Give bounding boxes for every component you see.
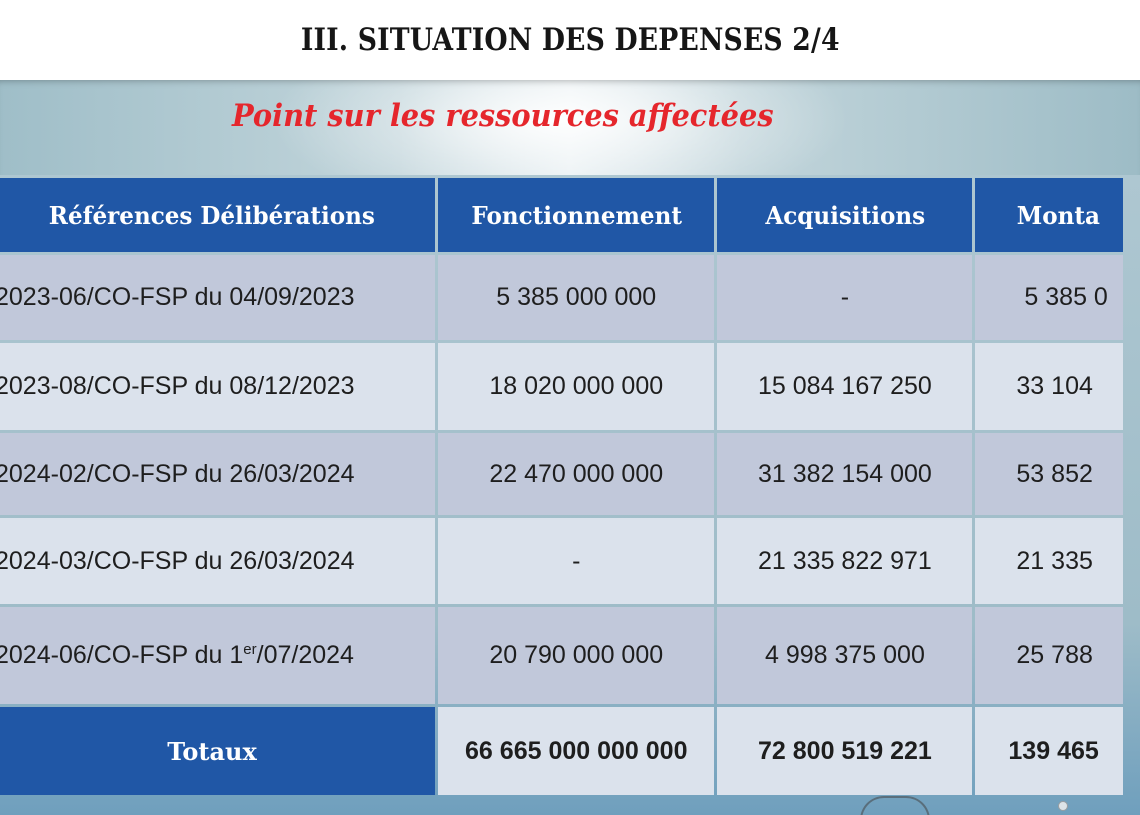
decorative-dot bbox=[1058, 801, 1068, 811]
header-fonctionnement: Fonctionnement bbox=[438, 178, 715, 252]
cell-reference: 2024-03/CO-FSP du 26/03/2024 bbox=[0, 518, 436, 604]
totals-row: Totaux 66 665 000 000 000 72 800 519 221… bbox=[0, 707, 1123, 795]
subtitle-banner: Point sur les ressources affectées bbox=[0, 80, 1140, 180]
expenses-table: Références Délibérations Fonctionnement … bbox=[0, 175, 1126, 798]
cell-reference: 2023-06/CO-FSP du 04/09/2023 bbox=[0, 255, 436, 340]
cell-reference: 2024-06/CO-FSP du 1er/07/2024 bbox=[0, 607, 436, 704]
cell-fonctionnement: 5 385 000 000 bbox=[438, 255, 715, 340]
cell-montant: 5 385 0 bbox=[975, 255, 1123, 340]
page-title: III. SITUATION DES DEPENSES 2/4 bbox=[300, 22, 840, 58]
cell-montant: 25 788 bbox=[975, 607, 1123, 704]
cell-acquisitions: 31 382 154 000 bbox=[717, 433, 973, 515]
totals-label: Totaux bbox=[0, 707, 436, 795]
cell-fonctionnement: 22 470 000 000 bbox=[438, 433, 715, 515]
cell-montant: 53 852 bbox=[975, 433, 1123, 515]
table-row: 2024-03/CO-FSP du 26/03/2024 - 21 335 82… bbox=[0, 518, 1123, 604]
title-bar: III. SITUATION DES DEPENSES 2/4 bbox=[0, 0, 1140, 80]
section-subtitle: Point sur les ressources affectées bbox=[232, 98, 774, 134]
header-acquisitions: Acquisitions bbox=[717, 178, 973, 252]
cell-fonctionnement: 18 020 000 000 bbox=[438, 343, 715, 430]
cell-fonctionnement: 20 790 000 000 bbox=[438, 607, 715, 704]
table-row: 2024-02/CO-FSP du 26/03/2024 22 470 000 … bbox=[0, 433, 1123, 515]
cell-acquisitions: - bbox=[717, 255, 973, 340]
cell-montant: 21 335 bbox=[975, 518, 1123, 604]
cell-reference: 2024-02/CO-FSP du 26/03/2024 bbox=[0, 433, 436, 515]
cell-reference: 2023-08/CO-FSP du 08/12/2023 bbox=[0, 343, 436, 430]
cell-fonctionnement: - bbox=[438, 518, 715, 604]
cell-acquisitions: 4 998 375 000 bbox=[717, 607, 973, 704]
total-acquisitions: 72 800 519 221 bbox=[717, 707, 973, 795]
header-montant: Monta bbox=[975, 178, 1123, 252]
cell-acquisitions: 21 335 822 971 bbox=[717, 518, 973, 604]
total-montant: 139 465 bbox=[975, 707, 1123, 795]
cell-acquisitions: 15 084 167 250 bbox=[717, 343, 973, 430]
table-area: Références Délibérations Fonctionnement … bbox=[0, 175, 1140, 815]
header-references: Références Délibérations bbox=[0, 178, 436, 252]
table-row: 2023-08/CO-FSP du 08/12/2023 18 020 000 … bbox=[0, 343, 1123, 430]
table-row: 2023-06/CO-FSP du 04/09/2023 5 385 000 0… bbox=[0, 255, 1123, 340]
table-row: 2024-06/CO-FSP du 1er/07/2024 20 790 000… bbox=[0, 607, 1123, 704]
cell-montant: 33 104 bbox=[975, 343, 1123, 430]
table-header-row: Références Délibérations Fonctionnement … bbox=[0, 178, 1123, 252]
total-fonctionnement: 66 665 000 000 000 bbox=[438, 707, 715, 795]
